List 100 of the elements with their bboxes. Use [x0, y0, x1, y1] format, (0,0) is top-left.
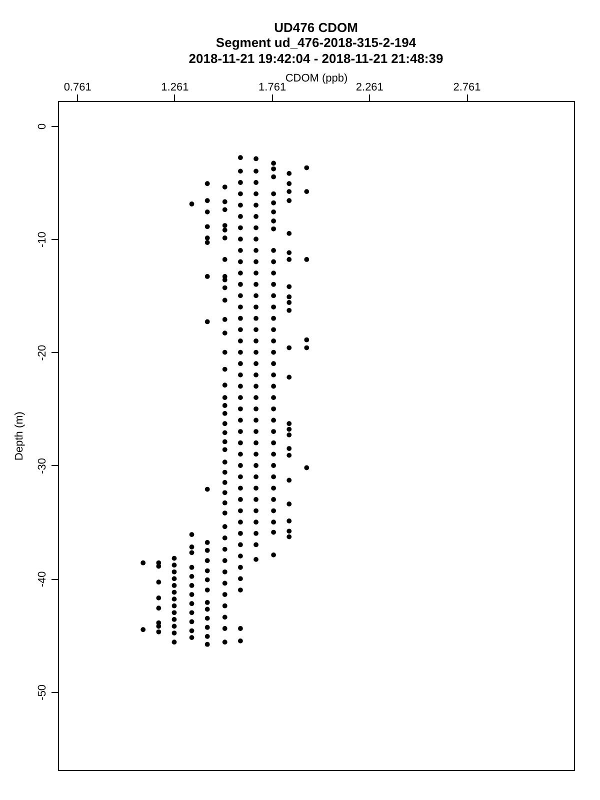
point [286, 452, 292, 458]
point [238, 191, 243, 196]
point [222, 410, 228, 416]
point [222, 614, 228, 620]
point [204, 540, 210, 545]
point [189, 601, 194, 606]
point [238, 259, 243, 264]
point [286, 502, 292, 506]
point [222, 382, 228, 388]
point [222, 298, 228, 303]
point [286, 432, 292, 438]
point [271, 160, 276, 166]
point [238, 248, 243, 253]
point [222, 447, 228, 452]
point [156, 629, 162, 634]
point [222, 257, 228, 262]
point [238, 395, 243, 400]
point [254, 384, 258, 389]
point [238, 225, 243, 230]
point [222, 524, 228, 530]
point [286, 421, 292, 426]
point [238, 316, 243, 321]
point [304, 165, 310, 170]
point [222, 558, 228, 564]
point [254, 395, 258, 400]
point [238, 338, 243, 344]
point [204, 606, 210, 612]
point [254, 542, 258, 548]
point [189, 628, 194, 634]
point [238, 202, 243, 208]
point [271, 530, 276, 535]
point [238, 564, 243, 570]
point [204, 198, 210, 204]
point [204, 642, 210, 647]
point [204, 600, 210, 605]
point [204, 577, 210, 582]
point [271, 418, 276, 423]
point [271, 520, 276, 525]
point [271, 395, 276, 400]
point [271, 440, 276, 446]
point [254, 304, 258, 310]
y-tick-label: -50 [36, 684, 48, 700]
point [271, 452, 276, 457]
point [238, 554, 243, 558]
point [222, 439, 228, 444]
y-axis-title: Depth (m) [14, 412, 26, 460]
point [238, 530, 243, 536]
point [189, 635, 194, 640]
point [204, 588, 210, 592]
y-tick-label: 0 [36, 123, 48, 130]
point [204, 274, 210, 279]
point [222, 207, 228, 212]
x-tick-label: 1.761 [258, 82, 286, 94]
point [222, 403, 228, 408]
point [286, 308, 292, 313]
point [222, 366, 228, 372]
point [254, 214, 258, 219]
point [156, 595, 162, 600]
point [286, 446, 292, 451]
point [254, 316, 258, 321]
point [286, 294, 292, 300]
point [238, 463, 243, 468]
point [286, 478, 292, 483]
point [222, 536, 228, 540]
point [271, 166, 276, 172]
point [254, 557, 258, 562]
point [271, 372, 276, 378]
point [254, 282, 258, 287]
point [222, 236, 228, 240]
point [222, 569, 228, 574]
point [222, 592, 228, 597]
point [238, 282, 243, 287]
point [254, 463, 258, 468]
point [286, 171, 292, 176]
x-tick-label: 0.761 [64, 82, 92, 94]
point [254, 406, 258, 412]
point [271, 174, 276, 180]
point [238, 236, 243, 242]
point [286, 374, 292, 380]
point [222, 500, 228, 506]
point [286, 198, 292, 204]
point [156, 580, 162, 585]
point [271, 304, 276, 310]
point [204, 181, 210, 186]
point [238, 350, 243, 355]
point [204, 224, 210, 230]
point [222, 640, 228, 645]
point [254, 520, 258, 525]
point [189, 532, 194, 537]
y-tick-label: -30 [36, 458, 48, 474]
point [254, 259, 258, 264]
point [286, 250, 292, 256]
point [204, 319, 210, 324]
point [238, 418, 243, 423]
x-tick-label: 2.761 [453, 82, 481, 94]
point [254, 293, 258, 298]
point [189, 564, 194, 570]
point [222, 580, 228, 586]
point [189, 610, 194, 616]
point [271, 282, 276, 287]
